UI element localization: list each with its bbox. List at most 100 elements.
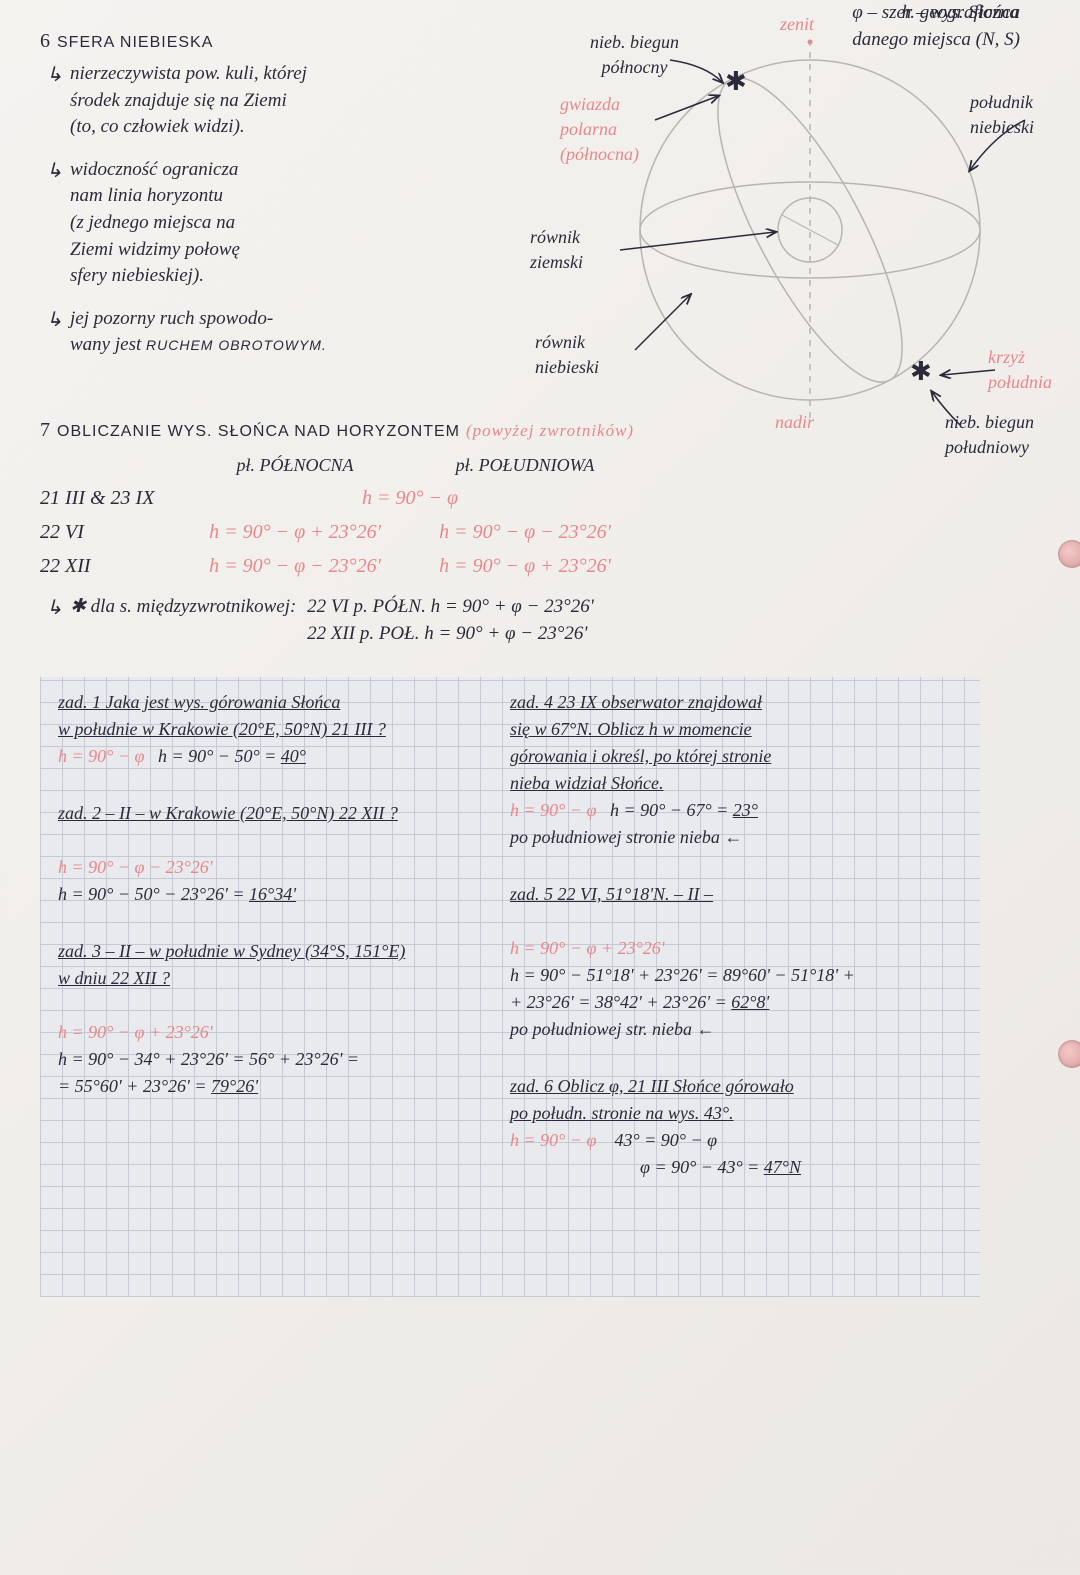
sec6-title: SFERA NIEBIESKA xyxy=(57,34,213,51)
p2c: (z jednego miejsca na xyxy=(70,212,235,233)
t2a: zad. 2 – II – w Krakowie (20°E, 50°N) 22… xyxy=(58,803,398,823)
t4ans: 23° xyxy=(733,800,758,820)
exercise-gridpaper: zad. 1 Jaka jest wys. górowania Słońca w… xyxy=(40,677,980,1297)
note-a: ✱ dla s. międzyzwrotnikowej: xyxy=(70,596,296,617)
r3-s: h = 90° − φ + 23°26' xyxy=(410,552,640,580)
lbl-pn: południk niebieski xyxy=(970,90,1034,140)
r1-date: 21 III & 23 IX xyxy=(40,484,180,512)
sec6-p1: nierzeczywista pow. kuli, której środek … xyxy=(70,61,450,141)
lbl-rn: równik niebieski xyxy=(535,330,599,380)
kp-a: krzyż xyxy=(988,347,1025,367)
rz-b: ziemski xyxy=(530,252,583,272)
t1b: w południe w Krakowie (20°E, 50°N) 21 II… xyxy=(58,719,386,739)
r3-n: h = 90° − φ − 23°26' xyxy=(180,552,410,580)
t4b: się w 67°N. Oblicz h w momencie xyxy=(510,719,752,739)
nbp-a: nieb. biegun xyxy=(590,32,679,52)
t6r1: 43° = 90° − φ xyxy=(614,1130,717,1150)
t1a: zad. 1 Jaka jest wys. górowania Słońca xyxy=(58,692,340,712)
t3a: zad. 3 – II – w południe w Sydney (34°S,… xyxy=(58,941,405,961)
t1f: h = 90° − φ xyxy=(58,746,144,766)
legend-phi-a: φ – szer. geograficzna xyxy=(852,2,1019,23)
t5a: zad. 5 22 VI, 51°18'N. – II – xyxy=(510,884,713,904)
t4d: nieba widział Słońce. xyxy=(510,773,663,793)
nbp-b: północny xyxy=(602,57,668,77)
t3r2: = 55°60' + 23°26' = xyxy=(58,1076,211,1096)
note-c: 22 XII p. POŁ. h = 90° + φ − 23°26' xyxy=(307,623,587,644)
t4a: zad. 4 23 IX obserwator znajdował xyxy=(510,692,762,712)
p2a: widoczność ogranicza xyxy=(70,159,238,180)
t2ans: 16°34' xyxy=(249,884,296,904)
sphere-svg: ✱ ✱ xyxy=(550,20,1050,450)
task-5: zad. 5 22 VI, 51°18'N. – II – h = 90° − … xyxy=(510,881,962,1043)
r3-date: 22 XII xyxy=(40,552,180,580)
t5ans: 62°8' xyxy=(731,992,769,1012)
pn-b: niebieski xyxy=(970,117,1034,137)
r2-date: 22 VI xyxy=(40,518,180,546)
hole-punch-icon xyxy=(1058,540,1080,568)
nbs-a: nieb. biegun xyxy=(945,412,1034,432)
intertropical-note: ✱ dla s. międzyzwrotnikowej: 22 VI p. PÓ… xyxy=(70,594,1040,647)
p2d: Ziemi widzimy połowę xyxy=(70,239,240,260)
p1c: (to, co człowiek widzi). xyxy=(70,116,245,137)
r2-s: h = 90° − φ − 23°26' xyxy=(410,518,640,546)
t4side: po południowej stronie nieba ← xyxy=(510,827,742,847)
t5r2: + 23°26' = 38°42' + 23°26' = xyxy=(510,992,731,1012)
sec6-num: 6 xyxy=(40,30,51,52)
hole-punch-icon xyxy=(1058,1040,1080,1068)
sec7-title: OBLICZANIE WYS. SŁOŃCA NAD HORYZONTEM xyxy=(57,423,460,440)
task-2: zad. 2 – II – w Krakowie (20°E, 50°N) 22… xyxy=(58,800,510,908)
hdr-n: pł. PÓŁNOCNA xyxy=(180,453,410,478)
t4f: h = 90° − φ xyxy=(510,800,596,820)
sec7-num: 7 xyxy=(40,419,51,441)
celestial-sphere-diagram: ✱ ✱ zenit nadir nieb. biegun północny xyxy=(550,20,1050,450)
formula-table: pł. PÓŁNOCNA pł. POŁUDNIOWA 21 III & 23 … xyxy=(40,453,1040,580)
task-6: zad. 6 Oblicz φ, 21 III Słońce górowało … xyxy=(510,1073,962,1181)
p3b: wany jest xyxy=(70,334,141,355)
p2e: sfery niebieskiej). xyxy=(70,265,204,286)
t5r1: h = 90° − 51°18' + 23°26' = 89°60' − 51°… xyxy=(510,965,855,985)
t1r: h = 90° − 50° = xyxy=(158,746,281,766)
lbl-rz: równik ziemski xyxy=(530,225,583,275)
t3r1: h = 90° − 34° + 23°26' = 56° + 23°26' = xyxy=(58,1049,359,1069)
lbl-gp: gwiazda polarna (północna) xyxy=(560,92,639,168)
rn-b: niebieski xyxy=(535,357,599,377)
sec6-p3: jej pozorny ruch spowodo- wany jest RUCH… xyxy=(70,306,410,359)
t4r: h = 90° − 67° = xyxy=(610,800,733,820)
t1ans: 40° xyxy=(281,746,306,766)
p1a: nierzeczywista pow. kuli, której xyxy=(70,63,307,84)
task-3: zad. 3 – II – w południe w Sydney (34°S,… xyxy=(58,938,510,1100)
t3b: w dniu 22 XII ? xyxy=(58,968,170,988)
t3ans: 79°26' xyxy=(211,1076,258,1096)
t3f: h = 90° − φ + 23°26' xyxy=(58,1022,213,1042)
t2f: h = 90° − φ − 23°26' xyxy=(58,857,213,877)
sec6-p2: widoczność ogranicza nam linia horyzontu… xyxy=(70,157,390,290)
lbl-nadir: nadir xyxy=(775,410,814,435)
t6b: po połudn. stronie na wys. 43°. xyxy=(510,1103,734,1123)
lbl-zenit: zenit xyxy=(780,12,814,37)
gp-b: polarna xyxy=(560,119,617,139)
legend-phi-b: danego miejsca (N, S) xyxy=(852,29,1020,50)
t2r: h = 90° − 50° − 23°26' = xyxy=(58,884,249,904)
svg-text:✱: ✱ xyxy=(725,67,747,96)
p3c: RUCHEM OBROTOWYM. xyxy=(146,337,327,353)
r2-n: h = 90° − φ + 23°26' xyxy=(180,518,410,546)
t6ans: 47°N xyxy=(764,1157,801,1177)
hdr-s: pł. POŁUDNIOWA xyxy=(410,453,640,478)
p3a: jej pozorny ruch spowodo- xyxy=(70,308,273,329)
svg-text:✱: ✱ xyxy=(910,357,932,386)
t4c: górowania i określ, po której stronie xyxy=(510,746,771,766)
gp-a: gwiazda xyxy=(560,94,620,114)
t5side: po południowej str. nieba ← xyxy=(510,1019,715,1039)
rn-a: równik xyxy=(535,332,585,352)
t6f: h = 90° − φ xyxy=(510,1130,596,1150)
gp-c: (północna) xyxy=(560,144,639,164)
task-4: zad. 4 23 IX obserwator znajdował się w … xyxy=(510,689,962,851)
t6a: zad. 6 Oblicz φ, 21 III Słońce górowało xyxy=(510,1076,794,1096)
task-1: zad. 1 Jaka jest wys. górowania Słońca w… xyxy=(58,689,510,770)
kp-b: południa xyxy=(988,372,1052,392)
lbl-kp: krzyż południa xyxy=(988,345,1052,395)
nbs-b: południowy xyxy=(945,437,1029,457)
t6r2: φ = 90° − 43° = xyxy=(640,1157,764,1177)
p1b: środek znajduje się na Ziemi xyxy=(70,90,287,111)
p2b: nam linia horyzontu xyxy=(70,185,223,206)
